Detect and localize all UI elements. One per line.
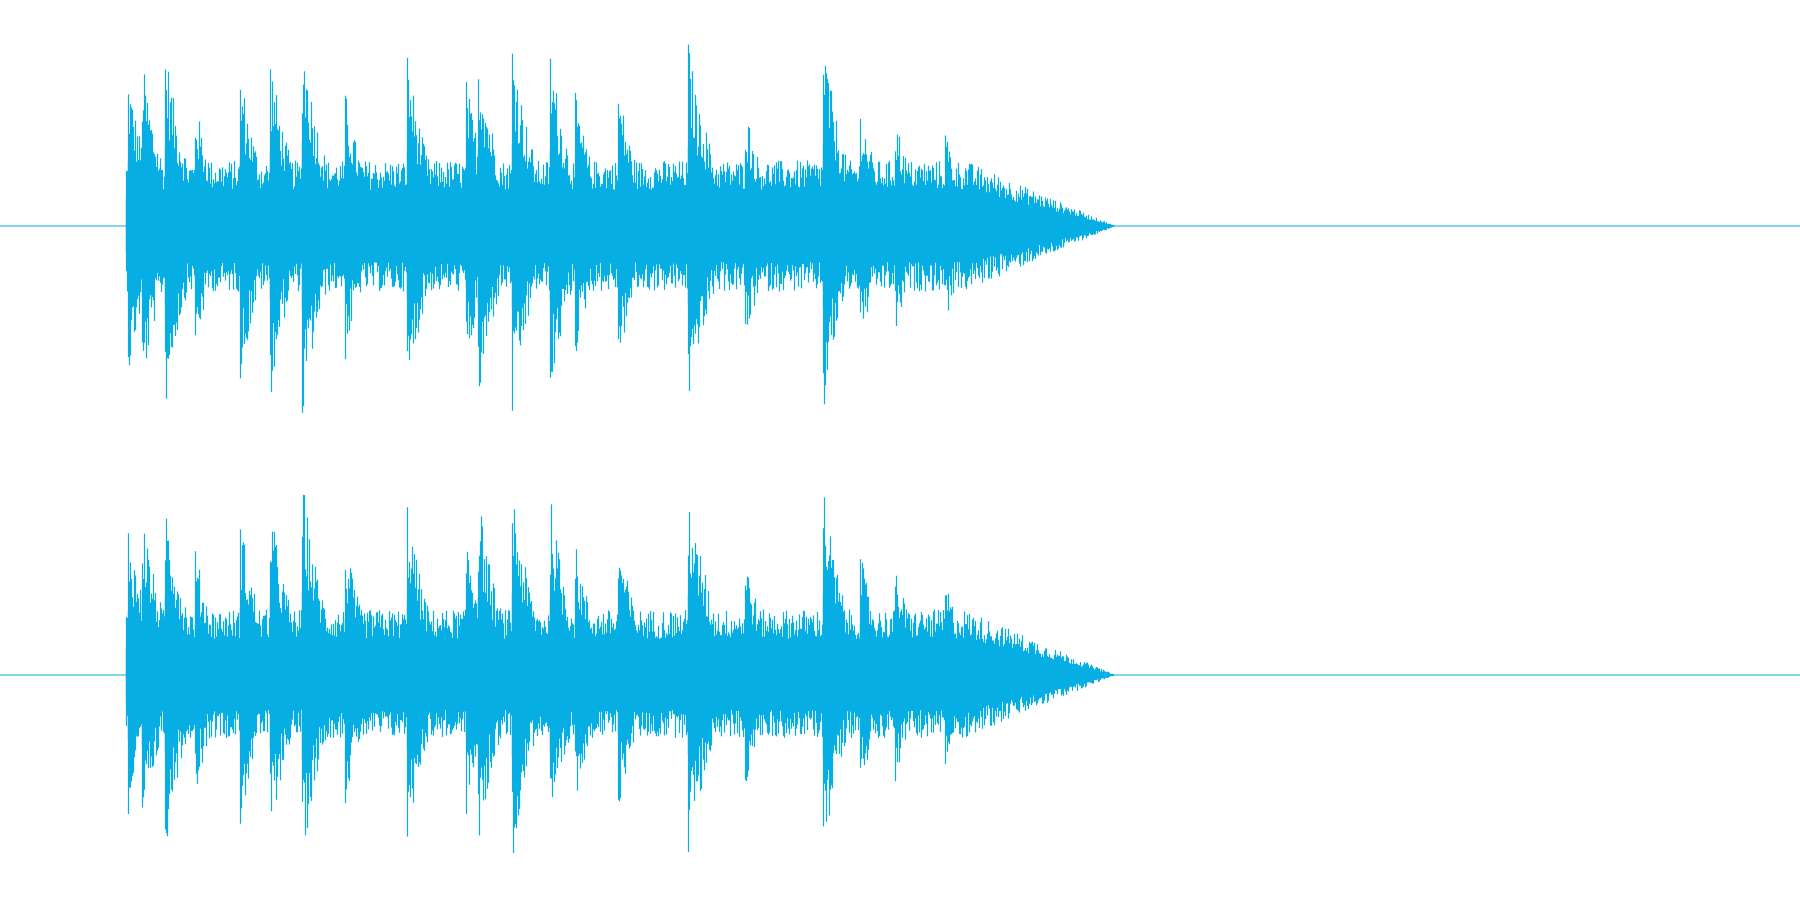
waveform-body — [125, 141, 1115, 311]
waveform-body — [125, 590, 1115, 760]
waveform-channel-right — [0, 494, 1800, 853]
waveform-channel-left — [0, 44, 1800, 413]
